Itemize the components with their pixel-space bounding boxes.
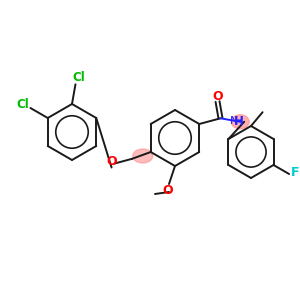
Text: F: F: [291, 167, 299, 179]
Text: H: H: [234, 115, 244, 128]
Text: N: N: [230, 116, 238, 126]
Text: O: O: [163, 184, 173, 196]
Text: O: O: [212, 90, 223, 103]
Text: Cl: Cl: [72, 71, 85, 84]
Text: Cl: Cl: [16, 98, 29, 110]
Ellipse shape: [133, 149, 153, 163]
Text: O: O: [106, 155, 117, 168]
Ellipse shape: [231, 115, 249, 129]
